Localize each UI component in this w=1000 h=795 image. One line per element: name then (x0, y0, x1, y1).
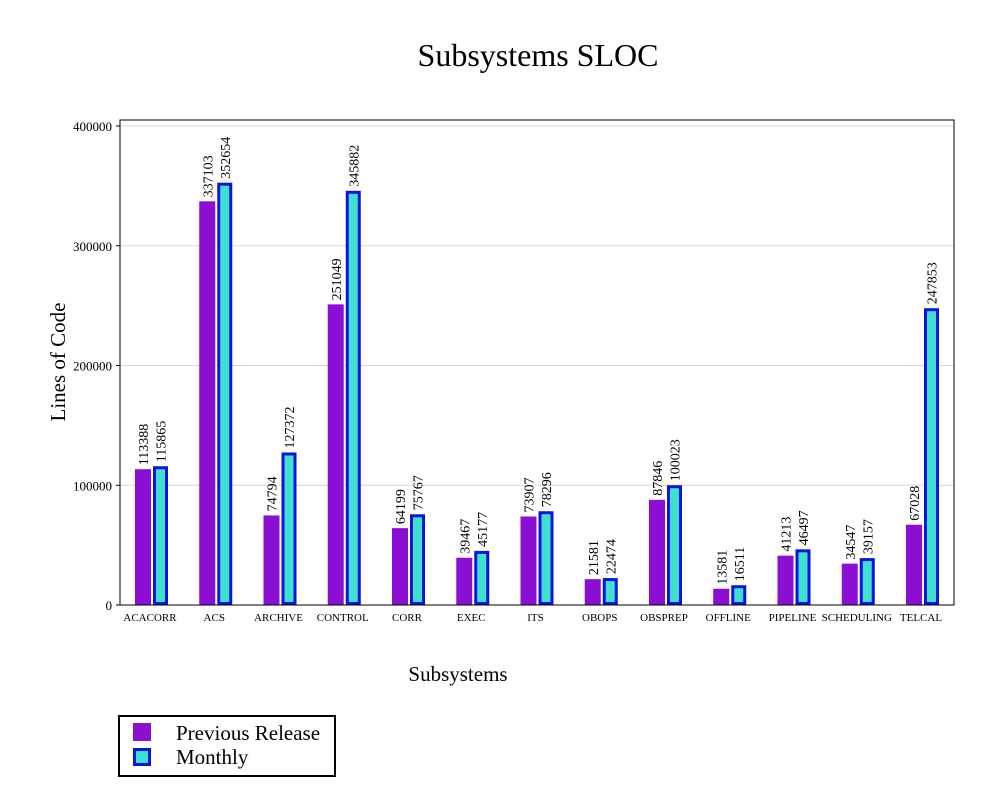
x-tick-label: PIPELINE (769, 612, 817, 624)
bar-monthly (602, 578, 618, 606)
x-axis: ACACORR ACS ARCHIVE CONTROL CORR EXEC ITS OBOPS… (123, 612, 942, 624)
legend-label-previous-release: Previous Release (176, 721, 320, 745)
x-tick-label: EXEC (457, 612, 486, 624)
data-label-monthly: 75767 (412, 475, 427, 510)
bar-previous-release (649, 499, 665, 605)
x-tick-label: ARCHIVE (254, 612, 303, 624)
data-label-monthly: 78296 (540, 472, 555, 507)
bar-monthly (924, 308, 939, 605)
data-label-monthly: 345882 (347, 145, 362, 187)
bar-previous-release (456, 557, 473, 605)
legend-label-monthly: Monthly (176, 745, 249, 769)
x-axis-title: Subsystems (408, 662, 507, 686)
grid-lines (120, 125, 954, 486)
data-label-monthly: 46497 (797, 510, 812, 545)
data-label-monthly: 45177 (476, 512, 491, 547)
bar-monthly (667, 485, 682, 605)
legend-swatch-monthly (133, 748, 151, 766)
bars (135, 182, 939, 606)
data-label-monthly: 22474 (604, 539, 619, 574)
x-tick-label: TELCAL (900, 612, 942, 624)
bar-previous-release (263, 515, 280, 605)
legend: Previous Release Monthly (118, 715, 336, 777)
data-label-monthly: 39157 (861, 519, 876, 554)
data-label-previous-release: 13581 (715, 550, 730, 585)
data-label-monthly: 247853 (926, 262, 941, 304)
data-label-previous-release: 87846 (651, 461, 666, 496)
data-label-previous-release: 41213 (780, 517, 795, 552)
data-label-monthly: 115865 (155, 421, 170, 462)
x-tick-label: OBSPREP (640, 612, 688, 624)
y-tick-label: 100000 (73, 478, 112, 493)
x-tick-label: ACS (204, 612, 225, 624)
bar-previous-release (199, 201, 216, 605)
bar-monthly (345, 190, 361, 605)
y-axis-title: Lines of Code (46, 303, 70, 422)
data-label-previous-release: 64199 (394, 489, 409, 524)
x-tick-label: CONTROL (317, 612, 369, 624)
data-label-previous-release: 251049 (330, 258, 345, 300)
data-label-previous-release: 21581 (587, 540, 602, 575)
bar-monthly (217, 182, 233, 605)
y-tick-label: 200000 (73, 359, 112, 374)
bar-previous-release (327, 304, 344, 605)
data-label-previous-release: 113388 (137, 424, 152, 465)
data-label-previous-release: 74794 (266, 476, 281, 511)
bar-monthly (795, 549, 811, 605)
x-tick-label: OFFLINE (706, 612, 752, 624)
data-label-monthly: 127372 (283, 406, 298, 448)
bar-previous-release (713, 588, 730, 605)
bar-monthly (859, 558, 875, 606)
y-tick-label: 300000 (73, 239, 112, 254)
data-label-monthly: 352654 (219, 137, 234, 179)
x-tick-label: OBOPS (582, 612, 617, 624)
bar-monthly (281, 452, 297, 605)
legend-swatch-previous-release (133, 723, 151, 741)
y-tick-label: 0 (106, 598, 113, 613)
y-axis: 0 100000 200000 300000 400000 (73, 119, 120, 613)
bar-monthly (474, 550, 490, 605)
bar-previous-release (906, 524, 922, 605)
bar-monthly (731, 585, 747, 606)
y-tick-label: 400000 (73, 119, 112, 134)
chart-title: Subsystems SLOC (418, 37, 659, 73)
x-tick-label: ITS (527, 612, 544, 624)
bar-previous-release (777, 555, 794, 605)
data-label-monthly: 100023 (669, 439, 684, 481)
bar-monthly (410, 514, 425, 606)
data-label-monthly: 16511 (733, 547, 748, 581)
bar-monthly (538, 511, 554, 605)
bar-previous-release (392, 528, 408, 605)
data-labels: 113388 115865 337103 352654 74794 127372 25104… (137, 137, 941, 585)
bar-previous-release (841, 563, 858, 605)
data-label-previous-release: 337103 (201, 155, 216, 197)
bar-previous-release (584, 579, 601, 605)
data-label-previous-release: 67028 (908, 486, 923, 521)
x-tick-label: ACACORR (123, 612, 177, 624)
data-label-previous-release: 39467 (458, 519, 473, 554)
data-label-previous-release: 73907 (523, 477, 538, 512)
data-label-previous-release: 34547 (844, 525, 859, 560)
legend-frame (118, 715, 336, 777)
x-tick-label: CORR (392, 612, 423, 624)
bar-monthly (153, 466, 168, 605)
x-tick-label: SCHEDULING (822, 612, 892, 624)
bar-previous-release (520, 516, 537, 605)
plot-frame (119, 119, 955, 606)
bar-previous-release (135, 469, 151, 605)
